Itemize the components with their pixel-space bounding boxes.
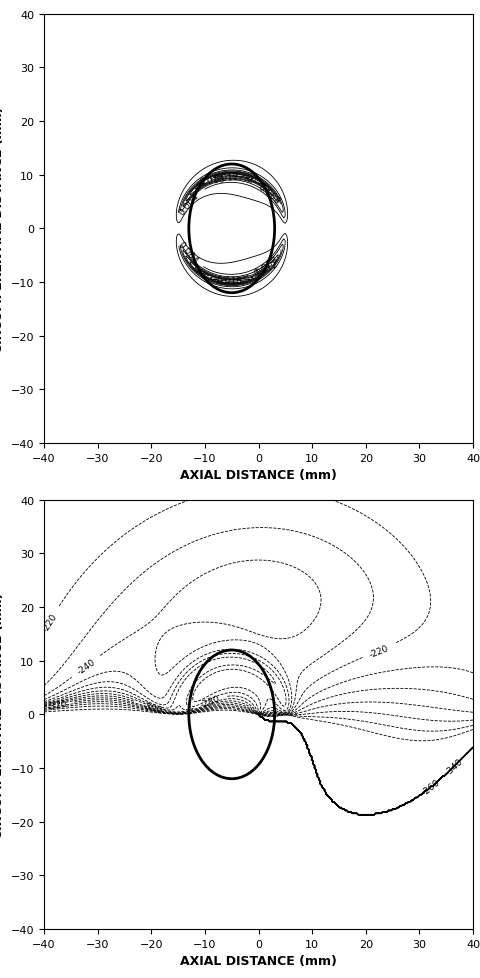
Text: -340: -340 [444,756,465,777]
Text: -320: -320 [46,699,68,712]
X-axis label: AXIAL DISTANCE (mm): AXIAL DISTANCE (mm) [180,468,337,481]
Text: -220: -220 [40,611,59,633]
Text: -240: -240 [75,657,97,676]
X-axis label: AXIAL DISTANCE (mm): AXIAL DISTANCE (mm) [180,955,337,967]
Text: 0.016: 0.016 [216,276,242,287]
Text: -300: -300 [141,700,163,715]
Text: 0.012: 0.012 [252,259,279,278]
Text: 0.008: 0.008 [257,183,282,206]
Text: 0.004: 0.004 [176,241,200,265]
Text: 0.016: 0.016 [199,174,225,187]
Text: 0.008: 0.008 [254,254,280,277]
Y-axis label: CIRCUMFERENTIAL DISTANCE (mm): CIRCUMFERENTIAL DISTANCE (mm) [0,106,5,352]
Y-axis label: CIRCUMFERENTIAL DISTANCE (mm): CIRCUMFERENTIAL DISTANCE (mm) [0,592,5,838]
Text: 0.012: 0.012 [213,172,240,184]
Text: 0.004: 0.004 [177,192,201,217]
Text: -280: -280 [199,694,222,710]
Text: -260: -260 [420,778,442,797]
Text: -220: -220 [368,643,390,659]
